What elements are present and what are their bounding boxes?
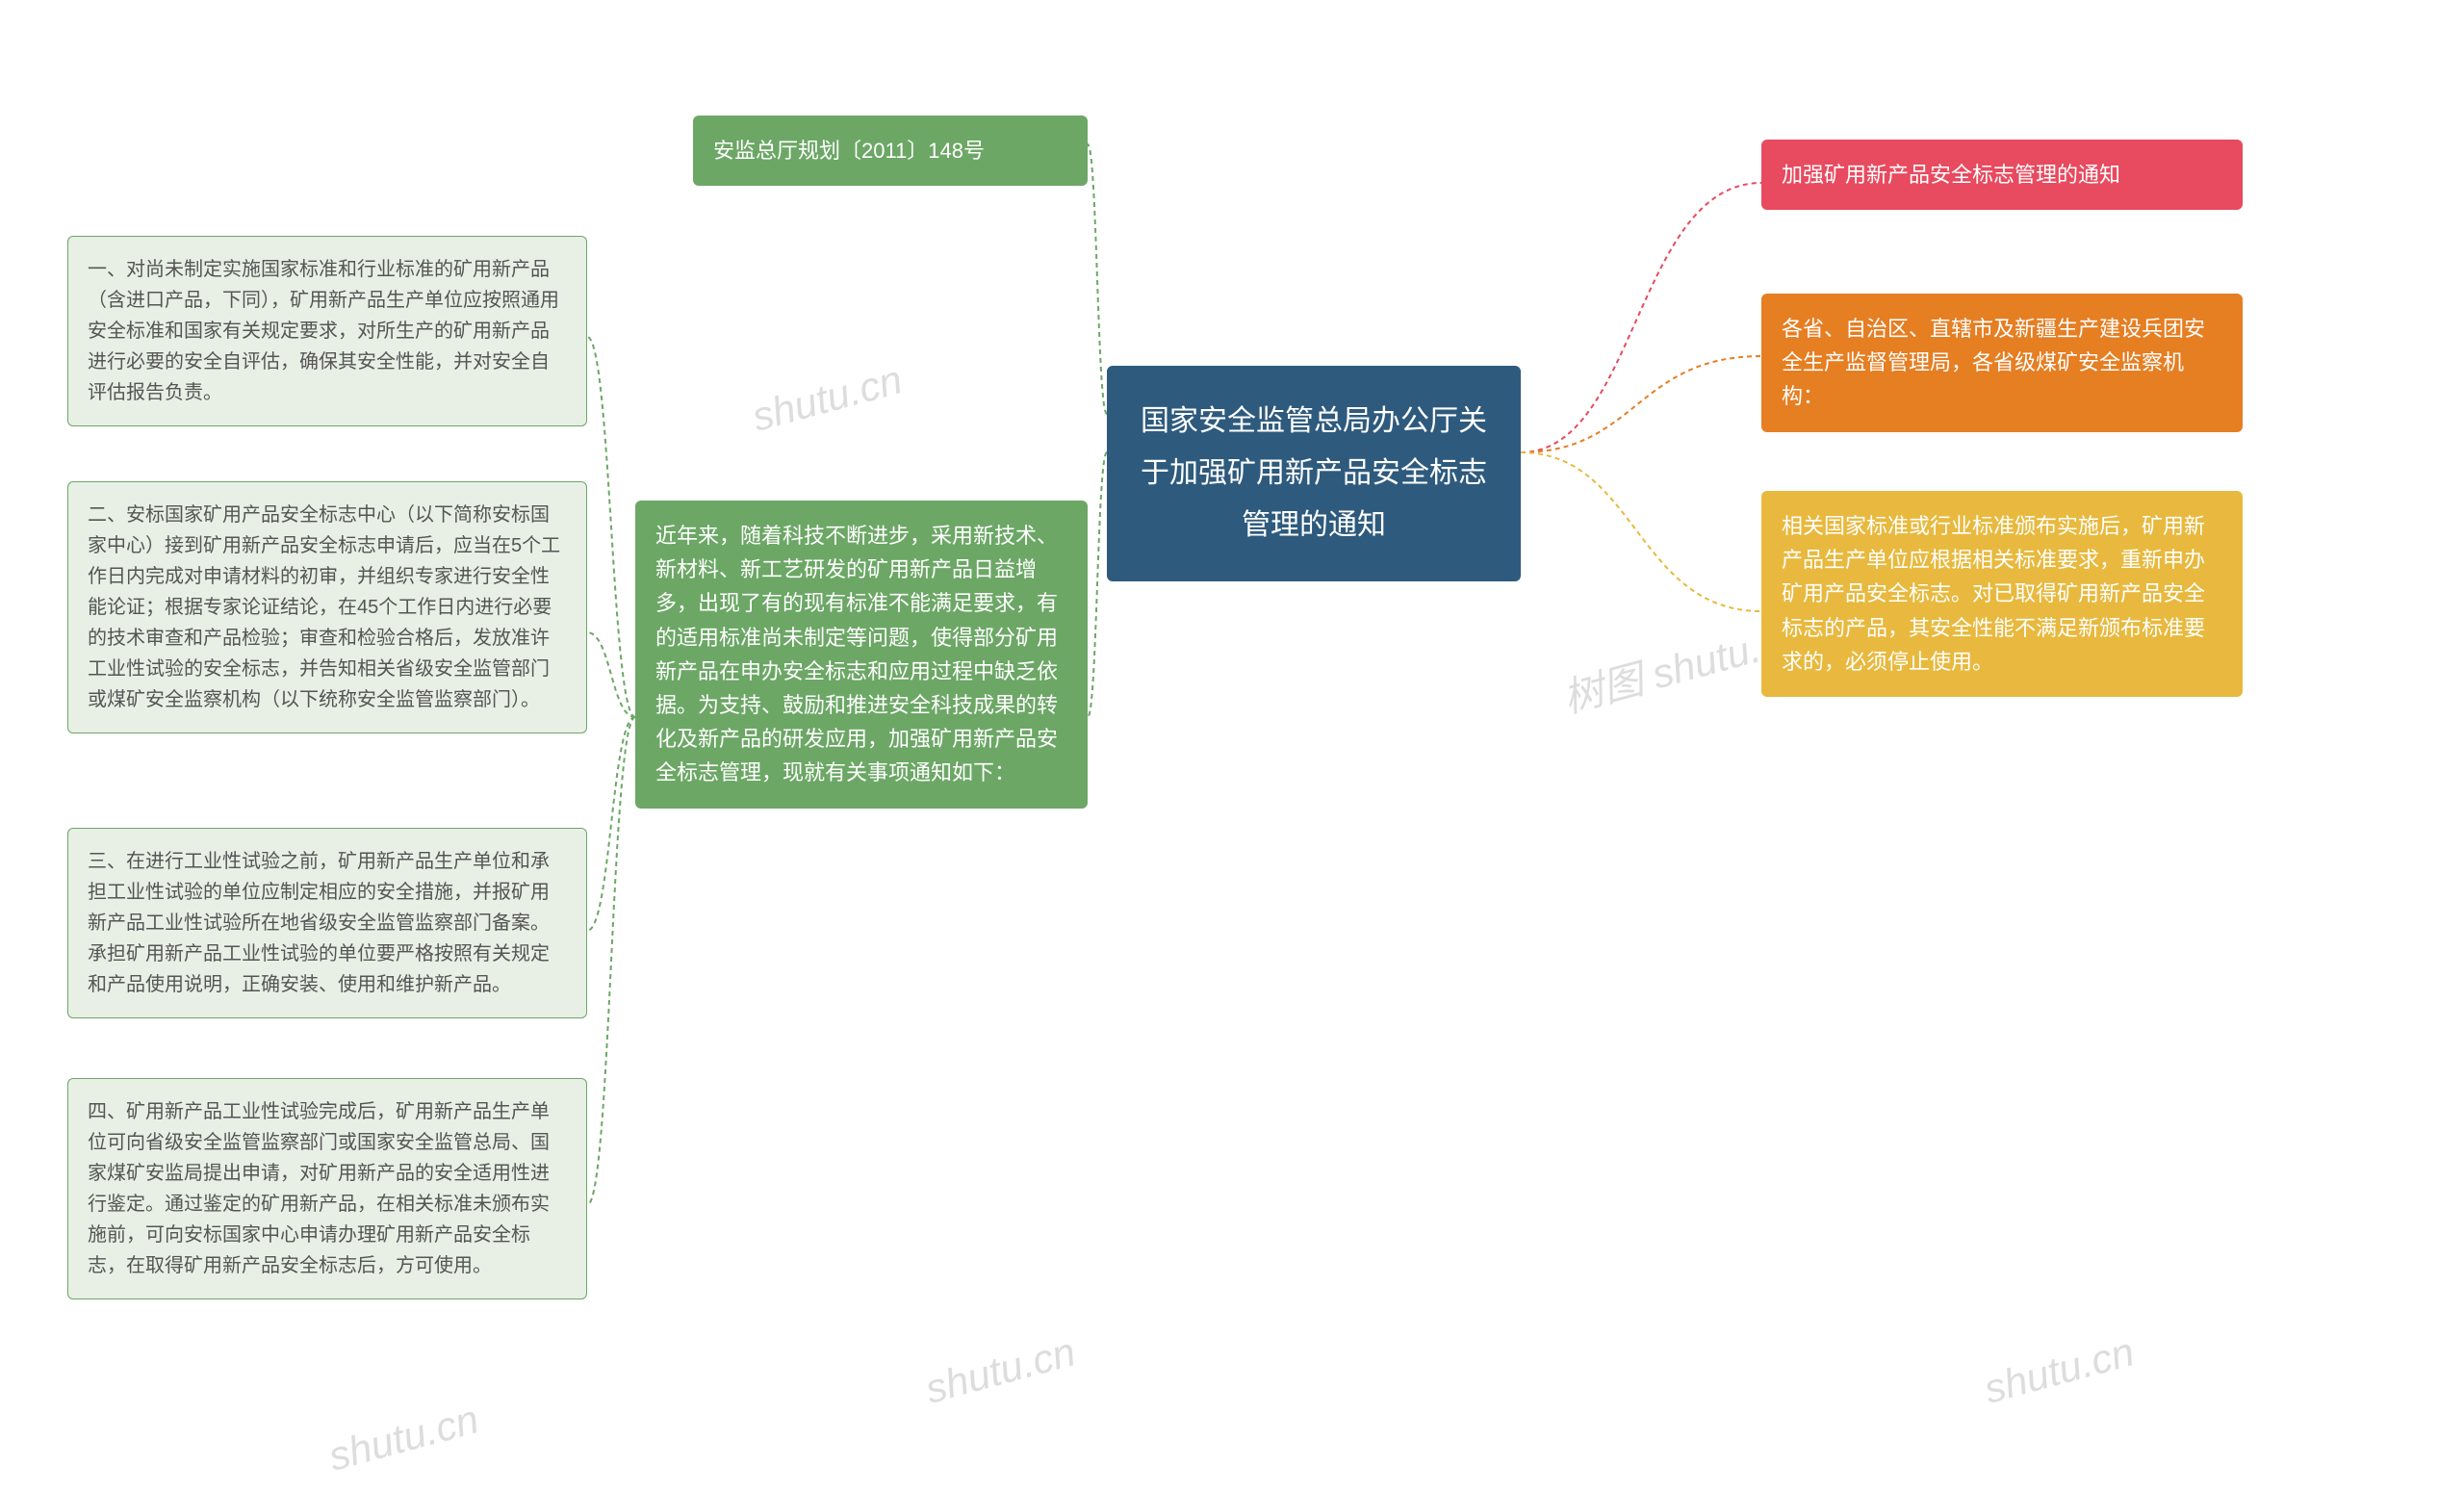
left-sub-2: 二、安标国家矿用产品安全标志中心（以下简称安标国家中心）接到矿用新产品安全标志申… [67,481,587,733]
right-node-1: 加强矿用新产品安全标志管理的通知 [1761,140,2243,210]
left-sub-3: 三、在进行工业性试验之前，矿用新产品生产单位和承担工业性试验的单位应制定相应的安… [67,828,587,1018]
watermark: shutu.cn [920,1328,1080,1412]
left-sub-4: 四、矿用新产品工业性试验完成后，矿用新产品生产单位可向省级安全监管监察部门或国家… [67,1078,587,1299]
left-sub-1: 一、对尚未制定实施国家标准和行业标准的矿用新产品（含进口产品，下同），矿用新产品… [67,236,587,426]
watermark: shutu.cn [1979,1328,2139,1412]
left-main-1: 安监总厅规划〔2011〕148号 [693,116,1088,186]
watermark: shutu.cn [323,1396,483,1479]
watermark: shutu.cn [747,356,907,440]
center-node: 国家安全监管总局办公厅关于加强矿用新产品安全标志管理的通知 [1107,366,1521,581]
left-main-2: 近年来，随着科技不断进步，采用新技术、新材料、新工艺研发的矿用新产品日益增多，出… [635,501,1088,809]
right-node-3: 相关国家标准或行业标准颁布实施后，矿用新产品生产单位应根据相关标准要求，重新申办… [1761,491,2243,697]
right-node-2: 各省、自治区、直辖市及新疆生产建设兵团安全生产监督管理局，各省级煤矿安全监察机构… [1761,294,2243,432]
